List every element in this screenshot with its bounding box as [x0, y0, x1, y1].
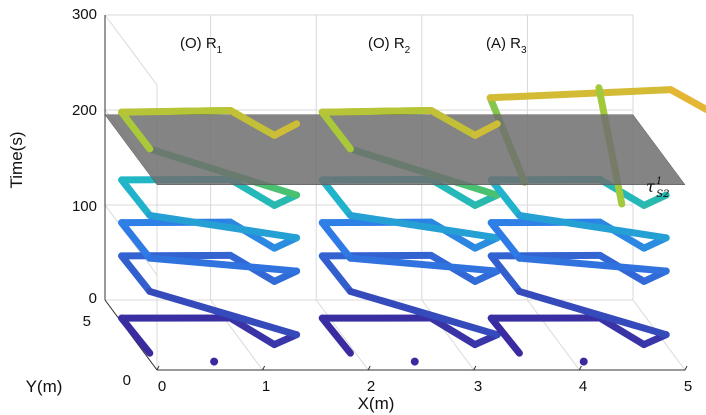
- x-tick: [684, 365, 688, 371]
- robot-label-r3: (A) R3: [486, 35, 527, 56]
- trajectory-segment: [118, 108, 154, 153]
- z-tick-label: 0: [89, 290, 97, 307]
- trajectory-segment: [118, 251, 234, 260]
- trajectory-segment: [487, 219, 523, 262]
- trajectory-segment: [318, 219, 354, 262]
- trajectory-segment: [318, 106, 435, 116]
- trajectory-segment: [667, 86, 706, 114]
- x-tick-label: 0: [158, 378, 166, 395]
- start-marker: [579, 357, 588, 366]
- grid-line: [421, 299, 475, 371]
- trajectory-segment: [226, 106, 278, 139]
- trajectory-segment: [487, 314, 523, 357]
- trajectory-segment: [318, 108, 354, 153]
- trajectory-segment: [346, 287, 501, 339]
- trajectory-segment: [118, 176, 154, 219]
- y-axis-label: Y(m): [26, 377, 63, 396]
- x-tick: [473, 365, 477, 371]
- trajectory-segment: [346, 254, 501, 275]
- trajectory-segment: [427, 314, 479, 349]
- y-tick-label: 5: [83, 313, 91, 330]
- trajectory-segment: [146, 211, 301, 242]
- trajectory-segment: [471, 120, 501, 139]
- x-tick-label: 2: [367, 378, 375, 395]
- trajectory-segment: [487, 176, 523, 219]
- trajectory-segment: [118, 252, 154, 295]
- x-tick: [156, 365, 160, 371]
- trajectory-segment: [318, 251, 435, 260]
- trajectory-segment: [270, 120, 301, 139]
- x-tick-label: 1: [262, 378, 270, 395]
- trajectory-layer: [104, 84, 706, 366]
- x-tick: [367, 365, 371, 371]
- x-tick-label: 3: [474, 378, 482, 395]
- z-tick-label: 100: [72, 198, 97, 215]
- z-tick-label: 200: [72, 102, 97, 119]
- x-tick: [262, 365, 266, 371]
- z-axis-label: Time(s): [7, 132, 26, 189]
- trajectory-segment: [226, 314, 278, 349]
- grid-line: [104, 14, 158, 86]
- grid-line: [526, 299, 580, 371]
- trajectory-segment: [640, 191, 670, 209]
- trajectory-segment: [486, 86, 675, 102]
- trajectory-segment: [515, 254, 670, 275]
- trajectory-segment: [318, 252, 354, 295]
- trajectory-segment: [146, 287, 301, 339]
- robot-label-r1: (O) R1: [180, 35, 223, 56]
- trajectory-segment: [487, 252, 523, 295]
- trajectory-segment: [118, 314, 154, 357]
- start-marker: [410, 357, 419, 366]
- trajectory-segment: [596, 314, 648, 349]
- x-tick-label: 5: [684, 378, 692, 395]
- trajectory-segment: [118, 106, 234, 116]
- plane-label: τ1 S2: [646, 176, 669, 200]
- time-plane: [104, 114, 686, 185]
- robot-label-r2: (O) R2: [368, 35, 411, 56]
- trajectory-segment: [346, 211, 501, 242]
- grid-line: [315, 299, 369, 371]
- label-layer: Time(s) X(m) Y(m) 0 100 200 300 0 1 2 3 …: [7, 6, 692, 413]
- x-axis-label: X(m): [358, 394, 395, 413]
- trajectory-segment: [515, 287, 670, 339]
- trajectory-segment: [146, 254, 301, 275]
- trajectory-segment: [427, 106, 479, 139]
- trajectory-segment: [118, 219, 154, 262]
- trajectory-segment: [318, 176, 354, 219]
- start-marker: [210, 357, 219, 366]
- z-tick-label: 300: [72, 6, 97, 23]
- x-tick: [578, 365, 582, 371]
- x-tick-label: 4: [579, 378, 587, 395]
- trajectory-segment: [487, 251, 604, 260]
- trajectory-segment: [318, 314, 354, 357]
- trajectory-segment: [515, 211, 670, 242]
- y-tick-label: 0: [123, 372, 131, 389]
